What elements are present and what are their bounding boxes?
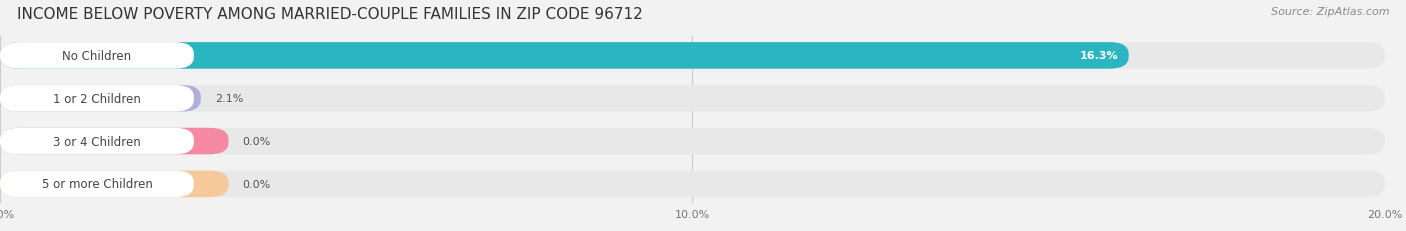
FancyBboxPatch shape <box>0 171 1385 197</box>
Text: Source: ZipAtlas.com: Source: ZipAtlas.com <box>1271 7 1389 17</box>
Text: 2.1%: 2.1% <box>215 94 243 104</box>
FancyBboxPatch shape <box>0 128 194 155</box>
Text: 0.0%: 0.0% <box>242 137 270 146</box>
FancyBboxPatch shape <box>0 43 1129 69</box>
Text: No Children: No Children <box>62 50 132 63</box>
FancyBboxPatch shape <box>0 171 194 197</box>
Text: 1 or 2 Children: 1 or 2 Children <box>53 92 141 105</box>
Text: 5 or more Children: 5 or more Children <box>42 178 152 191</box>
FancyBboxPatch shape <box>0 171 229 197</box>
Text: INCOME BELOW POVERTY AMONG MARRIED-COUPLE FAMILIES IN ZIP CODE 96712: INCOME BELOW POVERTY AMONG MARRIED-COUPL… <box>17 7 643 22</box>
FancyBboxPatch shape <box>0 128 229 155</box>
FancyBboxPatch shape <box>0 128 1385 155</box>
FancyBboxPatch shape <box>0 43 1385 69</box>
FancyBboxPatch shape <box>0 43 194 69</box>
Text: 16.3%: 16.3% <box>1080 51 1118 61</box>
FancyBboxPatch shape <box>0 85 1385 112</box>
FancyBboxPatch shape <box>0 85 201 112</box>
Text: 0.0%: 0.0% <box>242 179 270 189</box>
FancyBboxPatch shape <box>0 85 194 112</box>
Text: 3 or 4 Children: 3 or 4 Children <box>53 135 141 148</box>
